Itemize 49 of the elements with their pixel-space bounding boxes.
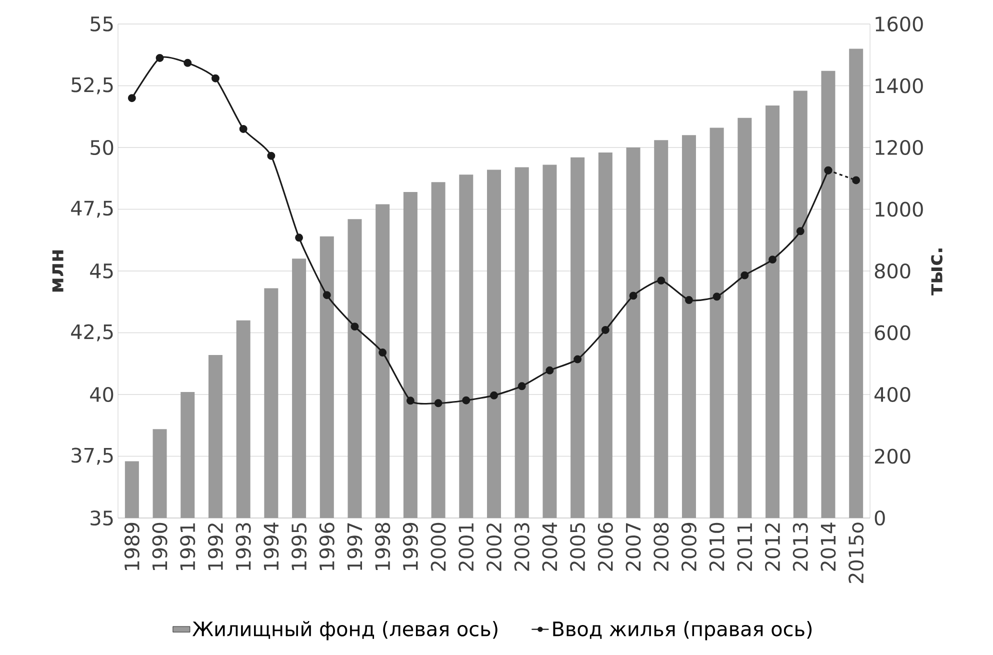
legend-label: Жилищный фонд (левая ось) bbox=[192, 620, 498, 640]
x-tick-label: 2004 bbox=[542, 522, 558, 571]
x-tick-label: 1990 bbox=[152, 522, 168, 570]
y-axis-title: млн bbox=[52, 250, 64, 292]
x-tick-label: 2001 bbox=[458, 523, 474, 571]
y2-tick-label: 1400 bbox=[876, 78, 923, 94]
y-tick-label: 50 bbox=[90, 140, 114, 156]
x-tick-label: 2008 bbox=[654, 522, 669, 571]
x-tick-label: 1995 bbox=[292, 523, 307, 570]
x-tick-label: 2002 bbox=[486, 524, 502, 571]
y2-tick-label: 1600 bbox=[876, 16, 923, 32]
x-tick-label: 2000 bbox=[430, 522, 446, 571]
y2-axis-title: тыс. bbox=[931, 248, 943, 296]
x-tick-label: 2007 bbox=[626, 523, 641, 571]
legend-label: Ввод жилья (правая ось) bbox=[553, 621, 812, 640]
x-tick-label: 2003 bbox=[514, 523, 530, 571]
y2-tick-label: 1000 bbox=[876, 202, 923, 217]
x-tick-label: 1996 bbox=[319, 522, 334, 570]
x-tick-label: 2015о bbox=[848, 522, 864, 583]
y2-tick-label: 400 bbox=[874, 386, 910, 402]
x-tick-label: 1991 bbox=[180, 523, 196, 570]
y2-tick-label: 0 bbox=[874, 510, 885, 526]
y-tick-label: 55 bbox=[90, 16, 113, 32]
x-tick-label: 2005 bbox=[570, 523, 586, 571]
y-tick-label: 40 bbox=[90, 386, 114, 402]
x-tick-label: 2010 bbox=[709, 522, 724, 571]
x-tick-label: 1998 bbox=[375, 522, 390, 570]
y2-tick-label: 200 bbox=[874, 448, 910, 464]
y-tick-label: 35 bbox=[90, 510, 113, 526]
x-tick-label: 1993 bbox=[236, 523, 251, 570]
x-tick-label: 2014 bbox=[820, 522, 836, 571]
x-tick-label: 2009 bbox=[681, 522, 697, 571]
x-tick-label: 1999 bbox=[402, 522, 418, 570]
y-tick-label: 42,5 bbox=[71, 324, 113, 342]
y2-tick-label: 600 bbox=[874, 325, 910, 340]
y2-tick-label: 800 bbox=[874, 263, 910, 279]
x-tick-label: 2011 bbox=[737, 523, 752, 571]
y2-tick-label: 1200 bbox=[876, 140, 923, 156]
y-tick-label: 52,5 bbox=[72, 77, 113, 94]
x-tick-label: 2012 bbox=[765, 524, 780, 571]
x-tick-label: 1997 bbox=[347, 523, 362, 570]
y-tick-label: 37,5 bbox=[72, 448, 113, 465]
x-tick-label: 1989 bbox=[124, 522, 140, 570]
x-tick-label: 1994 bbox=[264, 522, 279, 570]
x-tick-label: 1992 bbox=[208, 524, 224, 570]
x-tick-label: 2006 bbox=[598, 522, 613, 571]
y-tick-label: 45 bbox=[90, 264, 113, 278]
x-tick-label: 2013 bbox=[792, 523, 808, 571]
y-tick-label: 47,5 bbox=[71, 200, 113, 218]
